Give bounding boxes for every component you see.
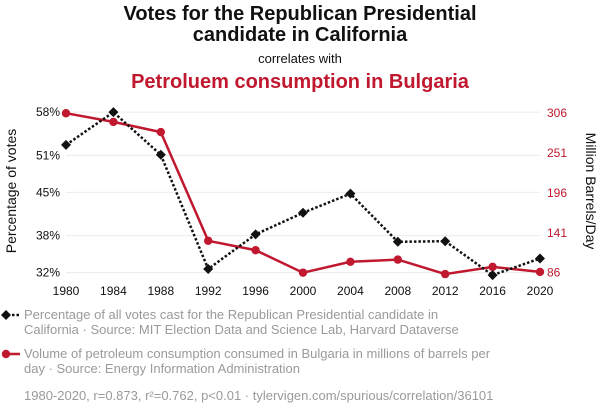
series-line-1 (65, 111, 541, 276)
chart-title-line2: candidate in California (193, 24, 408, 46)
x-tick-label: 1980 (53, 284, 80, 298)
point-votes (155, 149, 166, 160)
point-votes (298, 207, 308, 218)
legend-symbol-votes (1, 310, 20, 320)
point-votes (487, 270, 498, 281)
point-votes (535, 253, 545, 264)
legend-symbol-petroleum (1, 349, 20, 359)
series-line-0 (65, 110, 541, 277)
chart-title-line1: Votes for the Republican Presidential (123, 3, 476, 25)
x-tick-label: 1988 (147, 284, 174, 298)
x-tick-label: 2004 (337, 284, 364, 298)
x-tick-label: 2020 (527, 284, 554, 298)
point-votes (392, 236, 403, 247)
right-tick-label: 306 (547, 106, 567, 120)
x-tick-label: 2016 (479, 284, 506, 298)
grid (66, 111, 540, 274)
left-tick-label: 58% (36, 105, 60, 119)
point-votes (440, 236, 451, 247)
left-tick-label: 51% (36, 148, 60, 162)
point-votes (108, 107, 119, 118)
x-tick-label: 2012 (432, 284, 459, 298)
point-petroleum (61, 109, 71, 118)
x-tick-label: 1984 (100, 284, 127, 298)
left-tick-label: 45% (36, 185, 60, 199)
point-petroleum (109, 117, 118, 127)
x-tick-label: 1996 (242, 284, 269, 298)
point-votes (250, 229, 261, 240)
right-axis-label: Million Barrels/Day (583, 133, 599, 250)
left-tick-label: 38% (36, 229, 60, 243)
right-tick-label: 141 (547, 226, 567, 240)
x-axis-ticks: 1980 1984 1988 1992 1996 2000 2004 2008 2012 2016… (53, 284, 554, 298)
legend-text-votes-line1: Percentage of all votes cast for the Rep… (24, 307, 438, 322)
right-tick-label: 196 (547, 186, 567, 200)
legend-text-petroleum-line2: day · Source: Energy Information Adminis… (24, 361, 300, 376)
legend: Percentage of all votes cast for the Rep… (1, 307, 491, 376)
left-tick-label: 32% (36, 266, 60, 280)
point-petroleum (204, 236, 213, 245)
chart-footer: 1980-2020, r=0.873, r²=0.762, p<0.01 · t… (24, 388, 493, 403)
chart-title-secondary: Petroluem consumption in Bulgaria (131, 71, 470, 93)
x-tick-label: 2008 (384, 284, 411, 298)
point-petroleum (441, 269, 450, 279)
left-axis-label: Percentage of votes (3, 129, 19, 254)
series-layer (61, 107, 545, 281)
point-votes (203, 263, 214, 274)
point-petroleum (393, 255, 402, 264)
left-axis-ticks: 32% 38% 45% 51% 58% (36, 105, 60, 280)
legend-text-votes-line2: California · Source: MIT Election Data a… (24, 322, 459, 337)
point-petroleum (251, 245, 260, 255)
point-petroleum (346, 257, 355, 266)
x-tick-label: 1992 (195, 284, 222, 298)
chart-subtitle: correlates with (258, 51, 342, 66)
legend-marker-votes (1, 310, 11, 320)
right-axis-ticks: 86 141 196 251 306 (547, 106, 567, 279)
legend-text-petroleum-line1: Volume of petroleum consumption consumed… (24, 346, 491, 361)
x-tick-label: 2000 (290, 284, 317, 298)
legend-marker-petroleum (1, 349, 11, 359)
point-petroleum (156, 127, 165, 137)
point-petroleum (535, 267, 545, 277)
right-tick-label: 86 (547, 266, 561, 280)
point-petroleum (298, 268, 308, 277)
right-tick-label: 251 (547, 146, 567, 160)
point-petroleum (488, 262, 497, 272)
point-votes (345, 188, 356, 199)
point-votes (61, 139, 71, 150)
